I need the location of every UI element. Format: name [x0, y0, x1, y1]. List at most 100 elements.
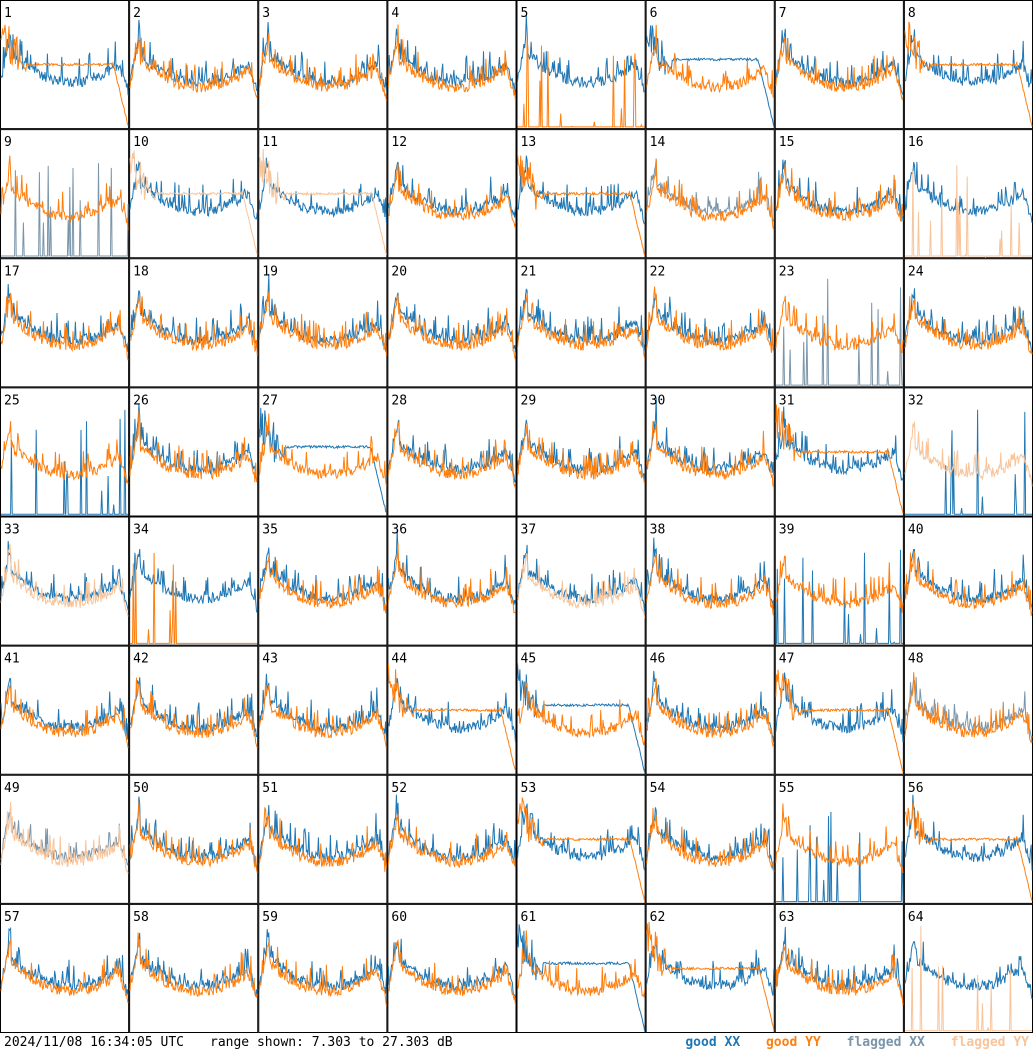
panel-44: 44: [387, 645, 517, 775]
series-good-xx: [0, 926, 129, 996]
panel-6: 6: [645, 0, 775, 130]
panel-58: 58: [129, 903, 259, 1033]
panel-label: 17: [4, 264, 20, 279]
panel-18: 18: [129, 258, 259, 388]
series-good-yy: [904, 21, 1033, 127]
series-good-yy: [646, 807, 775, 872]
series-good-yy: [646, 24, 775, 98]
panel-29: 29: [516, 387, 646, 517]
series-good-xx: [904, 29, 1033, 88]
panel-label: 64: [908, 910, 924, 925]
series-good-yy: [0, 293, 129, 361]
series-good-xx: [258, 157, 387, 223]
series-good-xx: [904, 941, 1033, 1000]
panel-label: 15: [779, 135, 795, 150]
panel-27: 27: [258, 387, 388, 517]
series-flagged-yy: [904, 925, 1032, 1032]
panel-label: 12: [391, 135, 407, 150]
series-good-yy: [129, 802, 258, 874]
panel-25: 25: [0, 387, 130, 517]
series-good-yy: [258, 806, 387, 872]
series-good-yy: [517, 930, 646, 998]
panel-8: 8: [903, 0, 1033, 130]
panel-4: 4: [387, 0, 517, 130]
panel-52: 52: [387, 774, 517, 904]
panel-label: 20: [391, 264, 407, 279]
series-good-yy: [129, 37, 258, 99]
series-good-yy: [0, 939, 129, 1004]
panel-label: 19: [262, 264, 278, 279]
panel-label: 30: [650, 393, 666, 408]
series-good-yy: [258, 941, 387, 1007]
series-good-xx: [1, 409, 129, 515]
panel-label: 23: [779, 264, 795, 279]
panel-label: 14: [650, 135, 666, 150]
panel-label: 5: [521, 6, 529, 21]
panel-39: 39: [774, 516, 904, 646]
series-good-yy: [130, 295, 258, 356]
series-good-yy: [517, 797, 646, 902]
panel-label: 63: [779, 910, 795, 925]
panel-31: 31: [774, 387, 904, 517]
panel-frame: [516, 0, 646, 130]
panel-54: 54: [645, 774, 775, 904]
panel-frame: [0, 774, 130, 904]
panel-label: 61: [521, 910, 537, 925]
series-good-xx: [517, 288, 646, 351]
panel-label: 1: [4, 6, 12, 21]
series-good-xx: [517, 155, 646, 225]
series-good-yy: [646, 553, 775, 616]
series-good-yy: [258, 291, 387, 356]
legend: good XX good YY flagged XX flagged YY: [667, 1033, 1029, 1053]
panel-51: 51: [258, 774, 388, 904]
panel-label: 53: [521, 781, 537, 796]
series-good-yy: [0, 155, 129, 231]
panel-64: 64: [903, 903, 1033, 1033]
panel-label: 31: [779, 393, 795, 408]
panel-frame: [0, 258, 130, 388]
series-good-xx: [646, 670, 775, 743]
series-good-yy: [0, 421, 129, 484]
legend-flagged-yy: flagged YY: [950, 1035, 1029, 1050]
panel-frame: [516, 516, 646, 646]
series-flagged-yy: [258, 148, 387, 255]
panel-label: 57: [4, 910, 20, 925]
panel-57: 57: [0, 903, 130, 1033]
panel-1: 1: [0, 0, 130, 130]
panel-label: 6: [650, 6, 658, 21]
panel-label: 40: [908, 523, 924, 538]
panel-frame: [774, 774, 904, 904]
panel-frame: [387, 516, 517, 646]
series-good-yy: [258, 33, 387, 102]
panel-61: 61: [516, 903, 646, 1033]
panel-11: 11: [258, 129, 388, 259]
panel-42: 42: [129, 645, 259, 775]
series-good-yy: [129, 410, 258, 483]
series-flagged-yy: [517, 552, 646, 619]
series-good-yy: [129, 932, 258, 998]
panel-label: 45: [521, 652, 537, 667]
panel-label: 28: [391, 393, 407, 408]
footer: 2024/11/08 16:34:05 UTC range shown: 7.3…: [0, 1033, 1033, 1053]
series-flagged-xx: [0, 806, 129, 867]
panel-48: 48: [903, 645, 1033, 775]
panel-59: 59: [258, 903, 388, 1033]
series-good-xx: [904, 161, 1033, 223]
panel-label: 50: [133, 781, 149, 796]
panel-label: 10: [133, 135, 149, 150]
panel-17: 17: [0, 258, 130, 388]
panel-46: 46: [645, 645, 775, 775]
series-good-yy: [904, 801, 1033, 902]
panel-20: 20: [387, 258, 517, 388]
panel-19: 19: [258, 258, 388, 388]
panel-37: 37: [516, 516, 646, 646]
panel-30: 30: [645, 387, 775, 517]
series-good-yy: [517, 681, 646, 746]
panel-label: 18: [133, 264, 149, 279]
panel-frame: [258, 645, 388, 775]
panel-frame: [387, 0, 517, 130]
panel-10: 10: [129, 129, 259, 259]
panel-label: 29: [521, 393, 537, 408]
panel-frame: [516, 258, 646, 388]
